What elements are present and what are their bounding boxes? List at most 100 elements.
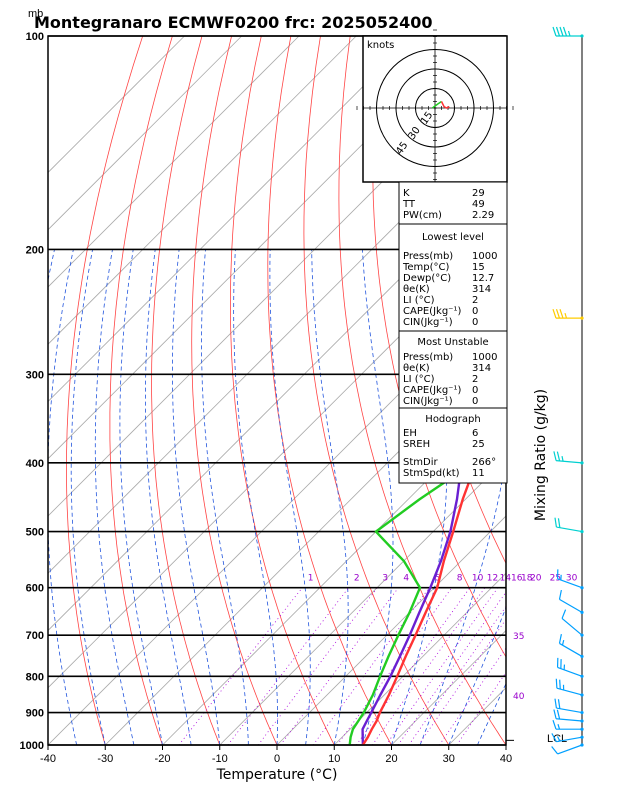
wind-barb-flag [555, 26, 561, 37]
index-unstable-value: 0 [472, 385, 478, 396]
index-lowest-label: LI (°C) [403, 295, 435, 306]
wind-barb-flag [561, 609, 567, 619]
mixing-ratio-label: 6 [434, 573, 440, 583]
wind-barb-base [580, 316, 584, 320]
wind-barb-shaft [556, 718, 583, 722]
dry-adiabat [66, 36, 144, 745]
pressure-tick-label: 500 [26, 527, 44, 539]
wind-barb-base [580, 586, 584, 590]
mixing-ratio-label: 4 [403, 573, 409, 583]
wind-barb-base [580, 743, 584, 747]
wind-barb-flag [553, 451, 557, 461]
moist-adiabat [119, 249, 163, 745]
moist-adiabat [362, 249, 394, 745]
index-lowest-value: 1000 [472, 251, 497, 262]
mixing-ratio-line [439, 647, 506, 745]
mixing-ratio-label: 2 [354, 573, 360, 583]
theta-e-label: 35 [513, 632, 524, 642]
mixing-ratio-label: 3 [382, 573, 388, 583]
wind-barb-base [580, 610, 584, 614]
index-lowest-label: θe(K) [403, 284, 430, 295]
wind-barb-half [561, 455, 564, 462]
wind-barb-shaft [557, 666, 583, 677]
pressure-tick-label: 800 [26, 671, 44, 683]
wind-barb-half [567, 30, 571, 37]
index-storm-label: StmSpd(kt) [403, 468, 460, 479]
mixing-ratio-label: 10 [472, 573, 484, 583]
mixing-ratio-line [408, 605, 506, 745]
wind-barb-flag [558, 589, 562, 600]
moist-adiabat [48, 249, 77, 745]
wind-barb-shaft [556, 707, 583, 714]
pressure-tick-label: 400 [26, 458, 44, 470]
x-tick-label: 0 [274, 753, 280, 765]
wind-barb-base [580, 674, 584, 678]
x-tick-label: 40 [500, 753, 512, 765]
wind-barb-flag [555, 678, 558, 689]
wind-barb-flag [557, 699, 561, 709]
x-tick-label: -30 [97, 753, 113, 765]
index-unstable-value: 0 [472, 396, 478, 407]
index-lowest-label: Dewp(°C) [403, 273, 451, 284]
wind-barb-shaft [559, 598, 583, 613]
wind-barb-flag [551, 746, 559, 755]
isotherm-line [48, 36, 243, 231]
mixing-ratio-label: 8 [457, 573, 463, 583]
indices-panel: K 29 TT 49 PW(cm) 2.29 Lowest level Press(mb) 10… [398, 181, 508, 484]
isotherm-line [48, 171, 506, 632]
index-storm-label: StmDir [403, 457, 438, 468]
most-unstable-title: Most Unstable [417, 337, 488, 348]
wind-barb-flag [559, 308, 564, 319]
thermo-grid [48, 36, 506, 745]
wind-barb-base [580, 461, 584, 465]
index-lowest-label: Press(mb) [403, 251, 453, 262]
wind-barb-flag [559, 679, 561, 690]
index-hodograph-value: 6 [472, 428, 478, 439]
index-lowest-label: CAPE(Jkg⁻¹) [403, 306, 461, 317]
pressure-tick-label: 300 [26, 369, 44, 381]
x-tick-label: 30 [443, 753, 455, 765]
wind-barb-shaft [556, 459, 583, 464]
mixing-ratio-label: 20 [530, 573, 542, 583]
hodograph-trace-low [431, 100, 442, 109]
pressure-tick-label: 200 [26, 244, 44, 256]
moist-adiabat [201, 249, 249, 745]
wind-barb-flag [554, 698, 557, 709]
index-hodograph-value: 25 [472, 439, 485, 450]
mixing-ratio-line [257, 587, 378, 745]
wind-barb-flag [553, 709, 557, 719]
wind-barb-base [580, 34, 584, 38]
pressure-tick-label: 600 [26, 583, 44, 595]
mixing-ratio-label: 25 [550, 573, 561, 583]
dry-adiabat [191, 36, 278, 745]
wind-barb-half [564, 312, 568, 319]
wind-barb-flag [552, 308, 557, 319]
pressure-tick-label: 1000 [20, 740, 44, 752]
hodograph-title: knots [367, 40, 394, 51]
hodograph-index-title: Hodograph [425, 414, 480, 425]
wind-barb-shaft [557, 744, 583, 755]
x-tick-label: -40 [40, 753, 56, 765]
wind-barb-shaft [556, 687, 583, 696]
wind-barb-base [580, 719, 584, 723]
index-lowest-value: 12.7 [472, 273, 494, 284]
wind-barb-shaft [556, 736, 583, 743]
moist-adiabat [144, 249, 192, 745]
indices-lowest-box [398, 223, 508, 332]
indices-general-box [398, 181, 508, 225]
wind-barb-flag [559, 26, 564, 37]
index-unstable-label: θe(K) [403, 363, 430, 374]
index-lowest-label: CIN(Jkg⁻¹) [403, 317, 453, 328]
pressure-unit-label: mb [28, 8, 43, 20]
wind-barb-shaft [561, 618, 583, 636]
lowest-level-title: Lowest level [422, 232, 484, 243]
mixing-ratio-label: 18 [521, 573, 533, 583]
x-tick-label: 10 [328, 753, 340, 765]
moist-adiabat [505, 744, 506, 745]
wind-barb-base [580, 633, 584, 637]
dry-adiabat [151, 36, 221, 745]
wind-barb-shaft [556, 526, 583, 533]
